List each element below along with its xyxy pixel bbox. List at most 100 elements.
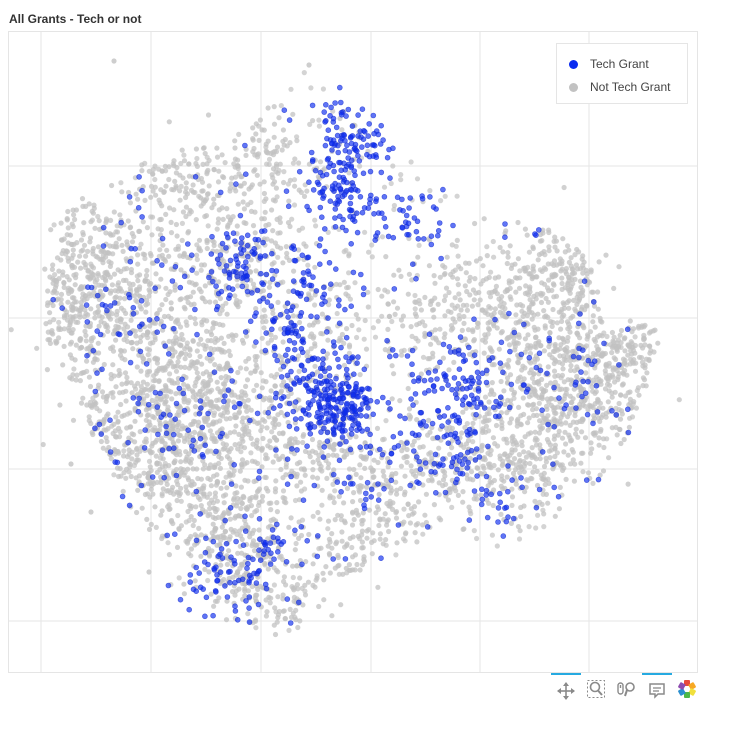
not-tech-grant-point bbox=[572, 276, 578, 282]
not-tech-grant-point bbox=[519, 443, 525, 449]
not-tech-grant-point bbox=[263, 144, 269, 150]
not-tech-grant-point bbox=[480, 263, 486, 269]
not-tech-grant-point bbox=[523, 454, 530, 460]
not-tech-grant-point bbox=[379, 234, 386, 240]
not-tech-grant-point bbox=[541, 475, 547, 481]
not-tech-grant-point bbox=[600, 405, 606, 411]
not-tech-grant-point bbox=[559, 266, 565, 272]
not-tech-grant-point bbox=[630, 347, 637, 353]
not-tech-grant-point bbox=[271, 622, 277, 628]
not-tech-grant-point bbox=[221, 445, 228, 451]
not-tech-grant-point bbox=[398, 273, 404, 279]
not-tech-grant-point bbox=[384, 522, 390, 528]
not-tech-grant-point bbox=[150, 413, 156, 420]
not-tech-grant-point bbox=[341, 453, 347, 460]
not-tech-grant-point bbox=[627, 343, 633, 349]
not-tech-grant-point bbox=[215, 514, 221, 520]
not-tech-grant-point bbox=[271, 416, 277, 422]
not-tech-grant-point bbox=[286, 524, 292, 530]
not-tech-grant-point bbox=[235, 550, 241, 556]
not-tech-grant-point bbox=[151, 373, 157, 379]
not-tech-grant-point bbox=[153, 453, 159, 459]
not-tech-grant-point bbox=[318, 463, 324, 470]
not-tech-grant-point bbox=[168, 389, 174, 395]
not-tech-grant-point bbox=[494, 543, 500, 549]
tech-grant-point bbox=[345, 155, 352, 161]
not-tech-grant-point bbox=[268, 332, 274, 338]
not-tech-grant-point bbox=[184, 191, 190, 197]
not-tech-grant-point bbox=[127, 200, 133, 206]
not-tech-grant-point bbox=[172, 363, 178, 369]
not-tech-grant-point bbox=[312, 343, 318, 349]
not-tech-grant-point bbox=[585, 470, 592, 476]
not-tech-grant-point bbox=[398, 172, 404, 178]
not-tech-grant-point bbox=[359, 518, 365, 524]
not-tech-grant-point bbox=[516, 285, 523, 291]
not-tech-grant-point bbox=[405, 501, 411, 507]
not-tech-grant-point bbox=[361, 336, 367, 342]
scatter-plot[interactable] bbox=[9, 32, 697, 672]
not-tech-grant-point bbox=[123, 398, 129, 404]
not-tech-grant-point bbox=[346, 562, 352, 568]
not-tech-grant-point bbox=[104, 395, 110, 402]
not-tech-grant-point bbox=[164, 481, 170, 487]
not-tech-grant-point bbox=[147, 340, 153, 346]
not-tech-grant-point bbox=[338, 602, 344, 608]
not-tech-grant-point bbox=[211, 239, 217, 245]
not-tech-grant-point bbox=[83, 253, 89, 259]
tech-grant-point bbox=[327, 198, 334, 204]
not-tech-grant-point bbox=[385, 326, 391, 332]
not-tech-grant-point bbox=[146, 526, 153, 532]
not-tech-grant-point bbox=[193, 146, 199, 152]
not-tech-grant-point bbox=[133, 191, 139, 197]
not-tech-grant-point bbox=[186, 211, 192, 217]
tech-grant-point bbox=[379, 394, 386, 401]
not-tech-grant-point bbox=[290, 160, 296, 166]
not-tech-grant-point bbox=[239, 457, 246, 463]
not-tech-grant-point bbox=[532, 327, 538, 333]
not-tech-grant-point bbox=[481, 350, 487, 356]
not-tech-grant-point bbox=[194, 256, 200, 263]
tech-grant-point bbox=[348, 194, 354, 201]
not-tech-grant-point bbox=[355, 316, 361, 322]
tech-grant-point bbox=[355, 393, 362, 400]
not-tech-grant-point bbox=[541, 463, 548, 470]
not-tech-grant-point bbox=[122, 296, 128, 302]
not-tech-grant-point bbox=[197, 248, 204, 254]
not-tech-grant-point bbox=[248, 435, 254, 441]
not-tech-grant-point bbox=[590, 377, 597, 383]
not-tech-grant-point bbox=[326, 461, 332, 467]
not-tech-grant-point bbox=[179, 220, 185, 226]
not-tech-grant-point bbox=[133, 297, 139, 304]
not-tech-grant-point bbox=[232, 515, 238, 521]
not-tech-grant-point bbox=[495, 443, 501, 449]
not-tech-grant-point bbox=[209, 432, 215, 438]
not-tech-grant-point bbox=[137, 339, 143, 345]
not-tech-grant-point bbox=[602, 386, 609, 392]
tech-grant-point bbox=[285, 203, 292, 210]
not-tech-grant-point bbox=[557, 256, 563, 262]
tech-grant-point bbox=[380, 137, 386, 143]
not-tech-grant-point bbox=[228, 181, 234, 187]
not-tech-grant-point bbox=[163, 296, 169, 303]
tech-grant-point bbox=[336, 364, 342, 370]
not-tech-grant-point bbox=[290, 574, 296, 581]
not-tech-grant-point bbox=[261, 307, 267, 313]
not-tech-grant-point bbox=[253, 592, 259, 598]
not-tech-grant-point bbox=[275, 254, 281, 260]
not-tech-grant-point bbox=[482, 457, 488, 463]
not-tech-grant-point bbox=[614, 432, 620, 438]
tech-grant-point bbox=[337, 99, 344, 106]
plot-area[interactable]: Tech Grant Not Tech Grant bbox=[8, 31, 698, 673]
not-tech-grant-point bbox=[188, 546, 194, 552]
not-tech-grant-point bbox=[67, 375, 73, 381]
not-tech-grant-point bbox=[369, 539, 375, 545]
not-tech-grant-point bbox=[427, 450, 434, 456]
not-tech-grant-point bbox=[129, 239, 136, 245]
not-tech-grant-point bbox=[139, 505, 145, 511]
not-tech-grant-point bbox=[214, 379, 220, 385]
not-tech-grant-point bbox=[58, 220, 64, 226]
not-tech-grant-point bbox=[508, 520, 514, 526]
not-tech-grant-point bbox=[158, 512, 164, 518]
not-tech-grant-point bbox=[152, 504, 158, 510]
